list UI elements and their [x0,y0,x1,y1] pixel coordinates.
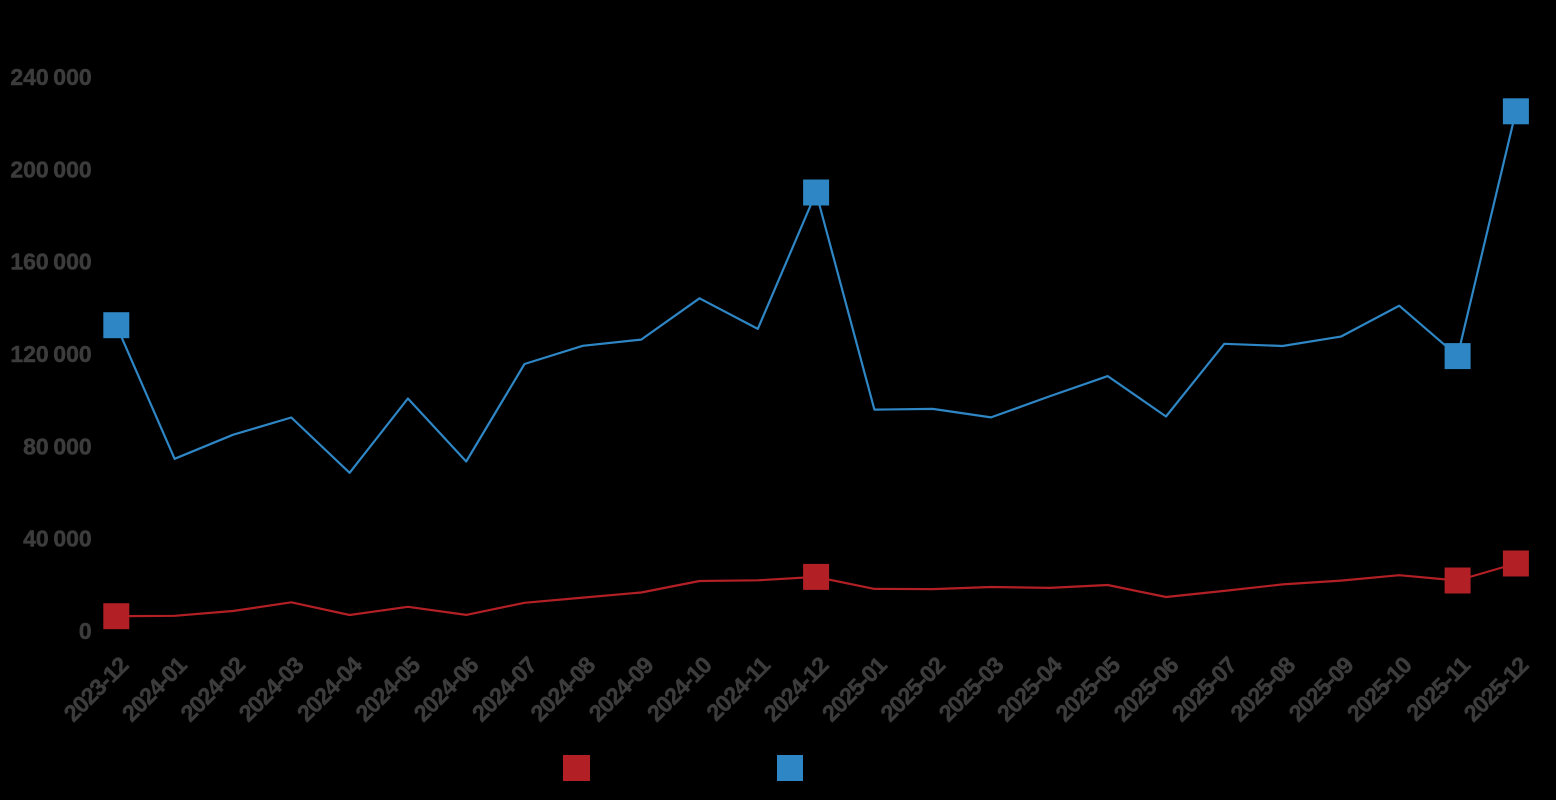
svg-text:160 000: 160 000 [10,249,91,275]
svg-text:200 000: 200 000 [10,156,91,182]
svg-text:0: 0 [79,618,92,644]
svg-text:240 000: 240 000 [10,64,91,90]
svg-text:40 000: 40 000 [23,526,92,552]
svg-text:120 000: 120 000 [10,341,91,367]
svg-text:80 000: 80 000 [23,433,92,459]
